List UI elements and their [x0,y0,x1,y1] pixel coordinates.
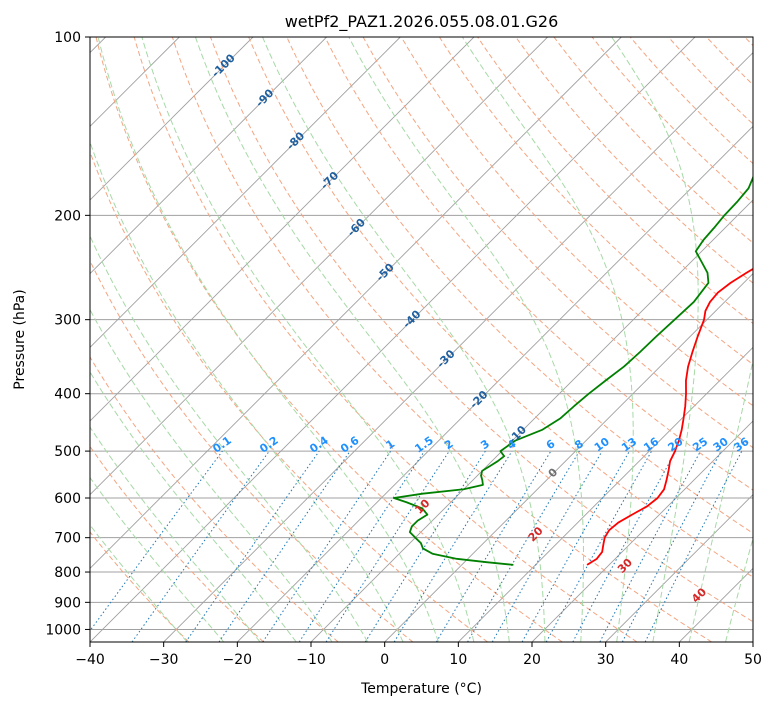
mixing-ratio-line [364,450,486,642]
isotherm-line [605,494,753,642]
dry-adiabat-line [400,37,753,407]
y-tick-label: 600 [54,491,81,507]
moist-adiabat-line [611,37,699,642]
y-tick-label: 300 [54,313,81,329]
x-axis-label: Temperature (°C) [360,681,482,697]
isotherm-line [90,37,401,348]
moist-adiabat-line [90,140,404,642]
x-tick-label: −10 [296,652,326,668]
isotherm-line [237,125,753,642]
isotherm-line [90,37,475,422]
y-axis-label: Pressure (hPa) [12,289,28,389]
y-tick-label: 800 [54,565,81,581]
dewpoint-line [392,174,753,566]
y-tick-label: 1000 [45,622,81,638]
dry-adiabat-line [324,37,753,491]
isotherm-line [90,37,548,496]
dry-adiabat-line [133,37,638,642]
data-series [392,174,753,566]
y-tick-label: 200 [54,208,81,224]
dry-adiabat-line [477,37,753,325]
moist-adiabat-line [461,37,634,642]
x-tick-label: −30 [149,652,179,668]
x-tick-label: 30 [597,652,615,668]
moist-adiabat-line [262,37,546,642]
temperature-line [586,267,753,566]
dry-adiabat-line [362,37,753,449]
x-tick-label: 0 [380,652,389,668]
mixing-ratio-line [435,450,552,642]
mixing-ratio-line [491,450,603,642]
dry-adiabat-line [90,531,190,642]
mixing-ratio-line [218,450,351,642]
mixing-ratio-line [572,450,677,642]
isotherm-line [531,420,753,642]
dry-adiabat-line [210,37,753,623]
isotherm-line [163,52,753,642]
background-lines [90,37,753,642]
x-tick-label: 50 [744,652,762,668]
moist-adiabat-line [194,37,510,642]
x-axis: −40 −30 −20 −10 0 10 20 30 40 50 [75,642,762,668]
x-tick-label: 20 [523,652,541,668]
x-tick-label: −20 [223,652,253,668]
plot-frame [89,36,754,643]
moist-adiabat-line [90,426,261,642]
mixing-ratio-line [521,450,630,642]
moist-adiabat-line [90,234,369,642]
dry-adiabat-line [90,259,414,642]
dry-adiabat-line [553,37,753,244]
isotherm-line [90,37,254,201]
x-tick-label: 10 [449,652,467,668]
x-tick-label: −40 [75,652,105,668]
isotherm-line [384,273,753,642]
moist-adiabat-line [90,524,188,642]
dry-adiabat-line [90,356,339,642]
mixing-ratio-line [325,450,450,642]
isotherm-line [458,346,753,642]
x-tick-label: 40 [670,652,688,668]
moist-adiabat-line [97,37,439,642]
mixing-ratio-line [90,450,223,632]
mixing-ratio-line [467,450,580,642]
dry-adiabat-line [171,37,712,642]
dry-adiabat-line [439,37,753,366]
y-axis: 100 200 300 400 500 600 700 800 900 1000 [45,30,90,638]
mixing-ratio-line [545,450,653,642]
mixing-ratio-line [185,450,320,642]
isotherm-line [90,37,696,642]
isotherm-line [90,37,327,275]
dry-adiabat-line [286,37,753,534]
dry-adiabat-line [591,37,753,204]
moist-adiabat-line [141,37,475,642]
y-tick-label: 500 [54,444,81,460]
plot-area: -100-90-80-70-60-50-40-30-20-1000.1 0.2 0.… [90,37,753,642]
dry-adiabat-line [248,37,753,578]
mixing-ratio-line [131,450,270,642]
y-tick-label: 700 [54,531,81,547]
y-tick-label: 100 [54,30,81,46]
mixing-ratio-line [393,450,513,642]
moist-adiabat-line [90,308,333,642]
y-tick-label: 900 [54,595,81,611]
y-tick-label: 400 [54,387,81,403]
dry-adiabat-line [90,150,488,642]
isotherm-line [90,37,622,569]
moist-adiabat-line [725,536,753,642]
chart-title: wetPf2_PAZ1.2026.055.08.01.G26 [285,12,559,32]
moist-adiabat-line [90,371,297,642]
moist-adiabat-line [348,37,584,642]
moist-adiabat-line [90,476,225,642]
